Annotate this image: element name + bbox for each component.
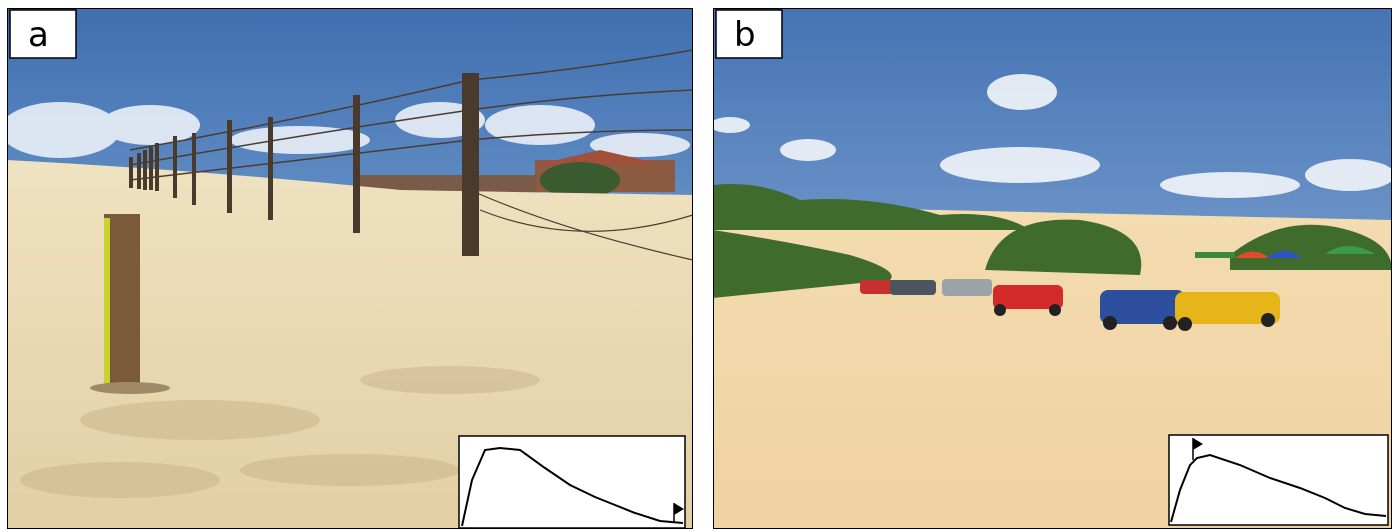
panel-label: a: [28, 15, 49, 55]
page: {"panels": [{"label": "a"}, {"label": "b…: [0, 0, 1397, 532]
figure: a: [0, 0, 1397, 532]
panel-label: b: [734, 15, 756, 55]
profile-inset: [459, 436, 685, 528]
profile-inset: [1169, 435, 1388, 525]
